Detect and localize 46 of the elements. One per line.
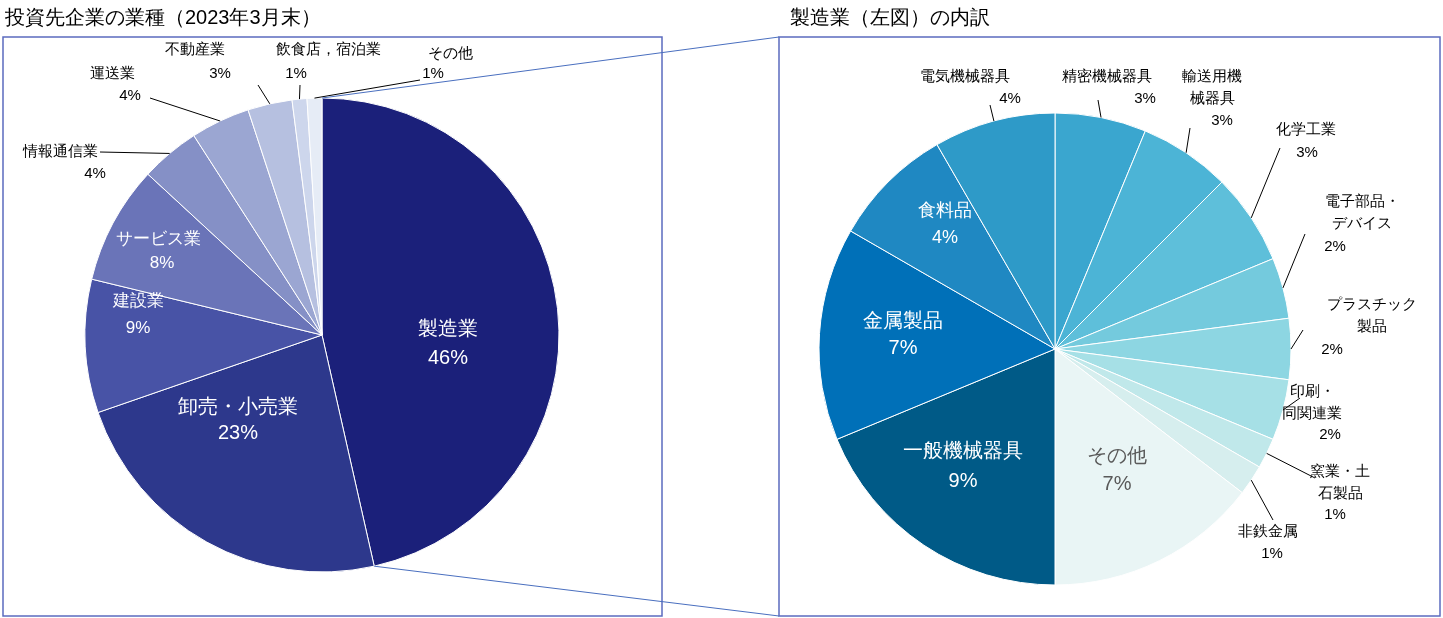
data-label: 3% [1211, 110, 1233, 128]
slice-label: 不動産業 [165, 39, 225, 57]
data-label: 1% [1324, 504, 1346, 522]
slice-label: 一般機械器具 [903, 439, 1023, 461]
slice-label: 精密機械器具 [1062, 66, 1152, 84]
data-label: 46% [427, 346, 469, 368]
data-label: 9% [948, 469, 978, 491]
data-label: 8% [149, 252, 175, 272]
chart-title: 製造業（左図）の内訳 [790, 6, 990, 28]
data-label: 2% [1324, 236, 1346, 254]
slice-label: 電子部品・デバイス [1324, 191, 1400, 231]
slice-label: 製造業 [418, 317, 478, 339]
slice-label: 輸送用機械器具 [1182, 66, 1242, 106]
data-label: 2% [1321, 339, 1343, 357]
slice-label: 情報通信業 [21, 141, 98, 159]
slice-label: 卸売・小売業 [178, 395, 298, 417]
slice-label: 非鉄金属 [1238, 521, 1298, 539]
slice-label: 運送業 [89, 63, 135, 81]
slice-label: 金属製品 [863, 309, 943, 331]
data-label: 7% [1102, 472, 1132, 494]
data-label: 23% [217, 421, 259, 443]
chart-title: 投資先企業の業種（2023年3月末） [4, 6, 321, 28]
data-label: 4% [999, 88, 1021, 106]
slice-label: その他 [427, 43, 473, 61]
slice-label: プラスチック製品 [1327, 294, 1417, 334]
data-label: 1% [1261, 543, 1283, 561]
data-label: 7% [888, 336, 918, 358]
data-label: 1% [285, 63, 307, 81]
slice-label: 窯業・土石製品 [1310, 461, 1370, 501]
data-label: 4% [931, 227, 959, 247]
data-label: 3% [1134, 88, 1156, 106]
slice-label: その他 [1087, 444, 1147, 466]
slice-label: 建設業 [111, 290, 164, 310]
data-label: 3% [1296, 142, 1318, 160]
data-label: 4% [119, 85, 141, 103]
slice-label: 食料品 [918, 200, 972, 220]
data-label: 1% [422, 63, 444, 81]
slice-label: 化学工業 [1276, 119, 1336, 137]
data-label: 9% [125, 317, 151, 337]
slice-label: 飲食店，宿泊業 [275, 39, 381, 57]
slice-label: 電気機械器具 [920, 66, 1010, 84]
data-label: 4% [84, 163, 106, 181]
slice-label: 印刷・同関連業 [1282, 381, 1342, 421]
slice-label: サービス業 [115, 228, 201, 248]
data-label: 3% [209, 63, 231, 81]
data-label: 2% [1319, 424, 1341, 442]
